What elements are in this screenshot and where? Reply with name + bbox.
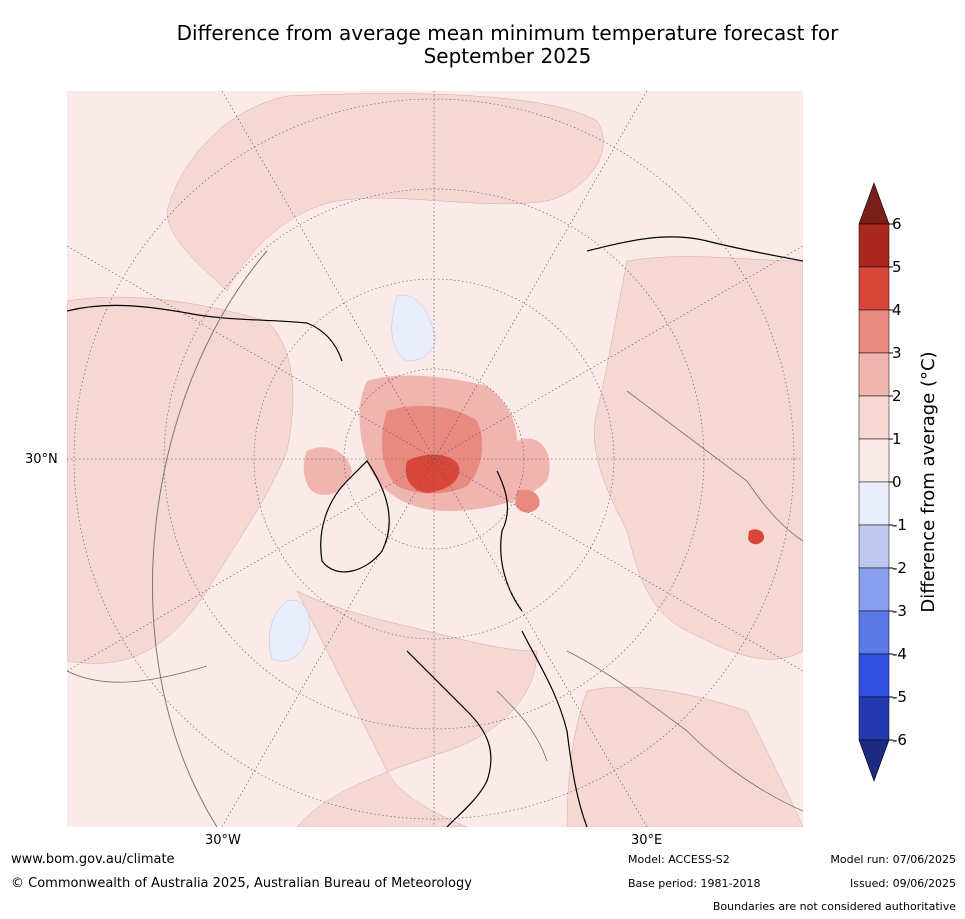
polar-map (67, 91, 803, 827)
footer-boundaries-note: Boundaries are not considered authoritat… (712, 900, 956, 913)
colorbar-cell (858, 567, 890, 612)
colorbar-tick-label: 3 (892, 344, 902, 362)
footer-base-period: Base period: 1981-2018 (628, 877, 761, 890)
coastlines (67, 236, 803, 827)
map-title: Difference from average mean minimum tem… (100, 22, 915, 68)
footer-issued: Issued: 09/06/2025 (849, 877, 956, 890)
colorbar-tick-label: -1 (892, 516, 907, 534)
anomaly-cool (269, 294, 436, 662)
colorbar-cell (858, 524, 890, 569)
anomaly-4-5 (405, 454, 765, 545)
country-borders (67, 390, 803, 812)
parallel-30n (152, 250, 268, 827)
colorbar-under-arrow (858, 739, 890, 782)
colorbar-cell (858, 352, 890, 397)
anomaly-1-2 (67, 93, 803, 827)
colorbar-cell (858, 438, 890, 483)
footer-model: Model: ACCESS-S2 (628, 853, 730, 866)
colorbar-tick-label: -6 (892, 731, 907, 749)
colorbar-tick-label: -2 (892, 559, 907, 577)
colorbar-cell (858, 610, 890, 655)
footer-url[interactable]: www.bom.gov.au/climate (11, 852, 175, 867)
colorbar-tick-label: -3 (892, 602, 907, 620)
colorbar-cell (858, 395, 890, 440)
colorbar-cell (858, 481, 890, 526)
footer-model-run: Model run: 07/06/2025 (830, 853, 956, 866)
colorbar-over-arrow (858, 182, 890, 225)
colorbar: 6 5 4 3 2 1 0 -1 -2 -3 -4 -5 -6 Difference from aver… (858, 182, 939, 782)
colorbar-tick-label: -4 (892, 645, 907, 663)
colorbar-cells (858, 223, 890, 741)
colorbar-tick-label: 0 (892, 473, 902, 491)
graticule (67, 91, 803, 827)
colorbar-cell (858, 653, 890, 698)
title-line-2: September 2025 (423, 44, 592, 68)
colorbar-tick-label: 6 (892, 215, 902, 233)
colorbar-cell (858, 223, 890, 268)
colorbar-ticks: 6 5 4 3 2 1 0 -1 -2 -3 -4 -5 -6 (889, 215, 907, 749)
colorbar-tick-label: 1 (892, 430, 902, 448)
colorbar-label: Difference from average (°C) (918, 351, 939, 612)
colorbar-tick-label: 4 (892, 301, 902, 319)
colorbar-cell (858, 309, 890, 354)
colorbar-tick-label: -5 (892, 688, 907, 706)
colorbar-cell (858, 696, 890, 741)
footer-copyright: © Commonwealth of Australia 2025, Austra… (11, 876, 472, 891)
colorbar-tick-label: 5 (892, 258, 902, 276)
label-30w: 30°W (205, 833, 241, 848)
colorbar-cell (858, 266, 890, 311)
colorbar-tick-label: 2 (892, 387, 902, 405)
label-30e: 30°E (631, 833, 663, 848)
label-30n: 30°N (25, 452, 58, 467)
title-line-1: Difference from average mean minimum tem… (176, 21, 839, 45)
